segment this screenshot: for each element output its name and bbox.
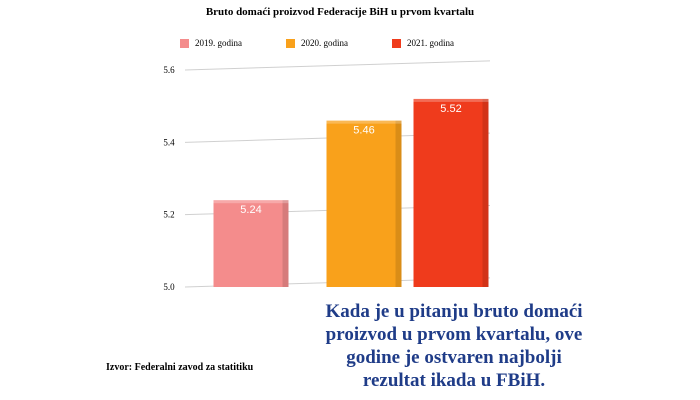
bar-body: [326, 120, 402, 287]
y-tick-label: 5.2: [163, 210, 174, 220]
bar-shade: [395, 120, 402, 287]
y-tick-label: 5.4: [163, 137, 175, 147]
headline-text: Kada je u pitanju bruto domaći proizvod …: [284, 300, 624, 392]
bar-shade: [482, 98, 489, 287]
legend-swatch-2021: [392, 38, 401, 48]
headline-line: rezultat ikada u FBiH.: [362, 370, 546, 391]
legend-label-2020: 2020. godina: [301, 38, 348, 48]
y-tick-label: 5.6: [163, 65, 175, 75]
chart-title: Bruto domaći proizvod Federacije BiH u p…: [205, 6, 475, 18]
bars: [213, 98, 489, 287]
data-label: 5.52: [440, 103, 461, 115]
legend-swatch-2020: [286, 38, 295, 48]
data-label: 5.24: [240, 204, 261, 216]
bar-highlight: [413, 98, 489, 102]
bar-2019: [213, 200, 289, 287]
gridline: [184, 60, 491, 71]
bar-body: [413, 98, 489, 287]
legend-item-2019: 2019. godina: [180, 38, 242, 48]
legend-swatch-2019: [180, 38, 189, 48]
bar-shade: [282, 200, 289, 287]
legend-item-2020: 2020. godina: [286, 38, 348, 48]
legend: 2019. godina 2020. godina 2021. godina: [180, 38, 454, 48]
data-labels: 5.24 5.46 5.52: [240, 103, 461, 216]
bar-2021: [413, 98, 489, 287]
source-note: Izvor: Federalni zavod za statitiku: [106, 362, 254, 373]
headline-line: proizvod u prvom kvartalu, ove: [325, 324, 583, 345]
legend-label-2021: 2021. godina: [407, 38, 454, 48]
legend-item-2021: 2021. godina: [392, 38, 454, 48]
bar-highlight: [326, 120, 402, 124]
bar-highlight: [213, 200, 289, 204]
data-label: 5.46: [353, 125, 374, 137]
headline-line: Kada je u pitanju bruto domaći: [325, 301, 583, 322]
bar-2020: [326, 120, 402, 287]
legend-label-2019: 2019. godina: [195, 38, 242, 48]
y-tick-label: 5.0: [163, 282, 175, 292]
bar-body: [213, 200, 289, 287]
headline-line: godine je ostvaren najbolji: [346, 347, 562, 368]
